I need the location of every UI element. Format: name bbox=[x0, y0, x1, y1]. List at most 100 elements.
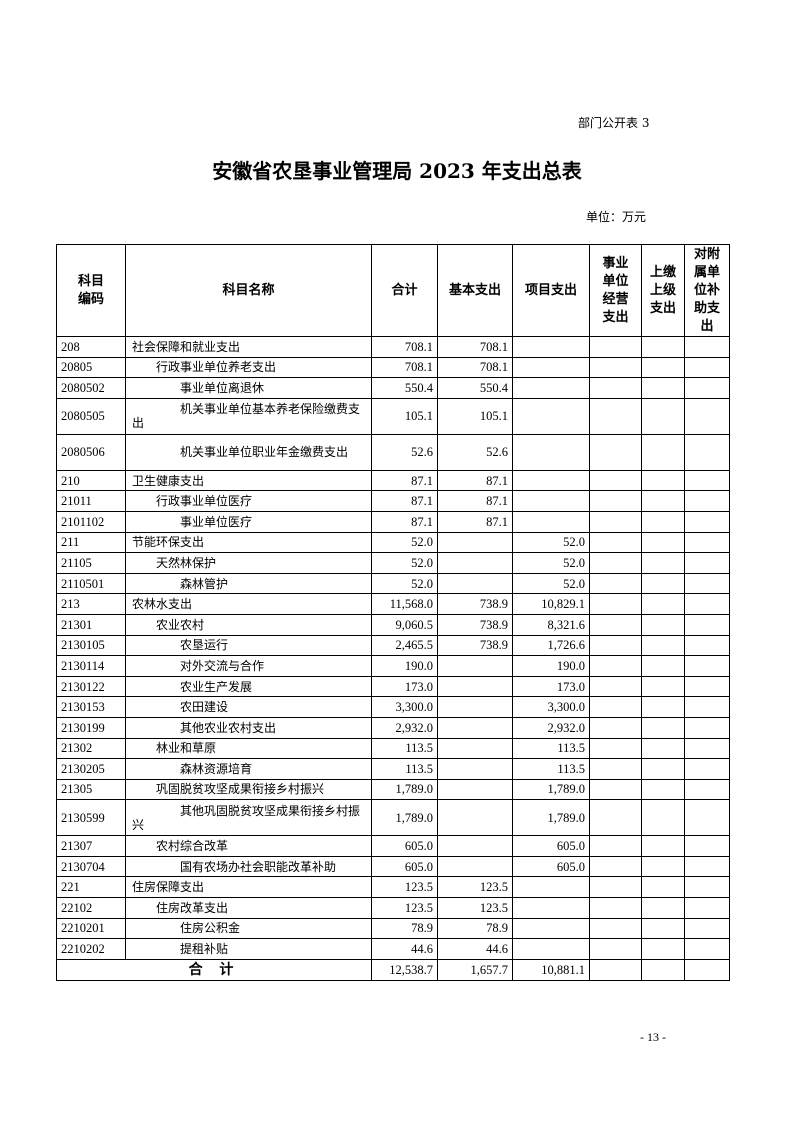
row-project: 8,321.6 bbox=[512, 613, 590, 636]
row-basic: 123.5 bbox=[437, 897, 513, 919]
row-project: 1,789.0 bbox=[512, 778, 590, 801]
row-total: 52.0 bbox=[371, 572, 438, 595]
row-name: 社会保障和就业支出 bbox=[125, 336, 372, 358]
table-row: 213 农林水支出 11,568.0 738.9 10,829.1 bbox=[56, 593, 730, 615]
empty-cell bbox=[684, 737, 730, 760]
empty-cell bbox=[589, 356, 642, 379]
empty-cell bbox=[641, 675, 685, 698]
empty-cell bbox=[589, 758, 642, 780]
row-project: 1,789.0 bbox=[512, 799, 590, 837]
table-row: 2101102 事业单位医疗 87.1 87.1 bbox=[56, 510, 730, 533]
empty-cell bbox=[641, 613, 685, 636]
expenditure-table: 科目 编码 科目名称 合计 基本支出 项目支出 事业 单位 经营 支出 上缴 上… bbox=[56, 244, 730, 981]
empty-cell bbox=[589, 897, 642, 919]
table-row: 2080502 事业单位离退休 550.4 550.4 bbox=[56, 377, 730, 399]
empty-cell bbox=[684, 552, 730, 574]
row-total: 123.5 bbox=[371, 897, 438, 919]
empty-cell bbox=[641, 377, 685, 399]
row-basic: 738.9 bbox=[437, 593, 513, 615]
empty-cell bbox=[641, 737, 685, 760]
row-total: 52.6 bbox=[371, 433, 438, 471]
empty-cell bbox=[684, 510, 730, 533]
row-basic: 87.1 bbox=[437, 469, 513, 492]
empty-cell bbox=[641, 917, 685, 940]
empty-cell bbox=[589, 377, 642, 399]
empty-cell bbox=[641, 356, 685, 379]
empty-cell bbox=[589, 397, 642, 435]
empty-cell bbox=[641, 758, 685, 780]
row-code: 2080506 bbox=[56, 433, 126, 471]
row-project bbox=[512, 938, 590, 960]
row-project bbox=[512, 336, 590, 358]
table-row: 208 社会保障和就业支出 708.1 708.1 bbox=[56, 336, 730, 358]
empty-cell bbox=[684, 655, 730, 677]
empty-cell bbox=[589, 469, 642, 492]
empty-cell bbox=[684, 490, 730, 512]
row-basic bbox=[437, 531, 513, 554]
empty-cell bbox=[641, 696, 685, 718]
table-row: 210 卫生健康支出 87.1 87.1 bbox=[56, 469, 730, 492]
row-name: 事业单位医疗 bbox=[125, 510, 372, 533]
row-name: 住房改革支出 bbox=[125, 897, 372, 919]
empty-cell bbox=[589, 917, 642, 940]
empty-cell bbox=[641, 552, 685, 574]
row-total: 87.1 bbox=[371, 510, 438, 533]
table-row: 22102 住房改革支出 123.5 123.5 bbox=[56, 897, 730, 919]
row-total: 11,568.0 bbox=[371, 593, 438, 615]
table-row: 2130205 森林资源培育 113.5 113.5 bbox=[56, 758, 730, 780]
row-basic bbox=[437, 758, 513, 780]
table-row: 221 住房保障支出 123.5 123.5 bbox=[56, 876, 730, 899]
row-total: 2,465.5 bbox=[371, 634, 438, 657]
empty-cell bbox=[589, 696, 642, 718]
header-basic: 基本支出 bbox=[437, 244, 513, 337]
row-basic: 44.6 bbox=[437, 938, 513, 960]
row-name: 节能环保支出 bbox=[125, 531, 372, 554]
row-total: 87.1 bbox=[371, 469, 438, 492]
row-name: 提租补贴 bbox=[125, 938, 372, 960]
row-total: 105.1 bbox=[371, 397, 438, 435]
row-code: 21011 bbox=[56, 490, 126, 512]
row-code: 21307 bbox=[56, 835, 126, 857]
row-project: 10,829.1 bbox=[512, 593, 590, 615]
row-basic: 708.1 bbox=[437, 336, 513, 358]
row-code: 2130205 bbox=[56, 758, 126, 780]
empty-cell bbox=[589, 490, 642, 512]
row-code: 2080502 bbox=[56, 377, 126, 399]
empty-cell bbox=[589, 634, 642, 657]
table-row: 2110501 森林管护 52.0 52.0 bbox=[56, 572, 730, 595]
total-project: 10,881.1 bbox=[512, 958, 590, 981]
row-basic: 52.6 bbox=[437, 433, 513, 471]
empty-cell bbox=[684, 433, 730, 471]
empty-cell bbox=[684, 917, 730, 940]
empty-cell bbox=[684, 613, 730, 636]
row-code: 20805 bbox=[56, 356, 126, 379]
row-name: 森林资源培育 bbox=[125, 758, 372, 780]
row-code: 2130153 bbox=[56, 696, 126, 718]
row-total: 550.4 bbox=[371, 377, 438, 399]
empty-cell bbox=[589, 737, 642, 760]
empty-cell bbox=[684, 799, 730, 837]
row-name: 农村综合改革 bbox=[125, 835, 372, 857]
row-code: 221 bbox=[56, 876, 126, 899]
total-basic: 1,657.7 bbox=[437, 958, 513, 981]
empty-cell bbox=[641, 938, 685, 960]
row-name: 国有农场办社会职能改革补助 bbox=[125, 855, 372, 878]
total-row: 合 计 12,538.7 1,657.7 10,881.1 bbox=[56, 958, 730, 981]
row-code: 2130114 bbox=[56, 655, 126, 677]
row-name: 农田建设 bbox=[125, 696, 372, 718]
row-project bbox=[512, 897, 590, 919]
table-row: 2130199 其他农业农村支出 2,932.0 2,932.0 bbox=[56, 716, 730, 739]
empty-cell bbox=[684, 897, 730, 919]
row-project bbox=[512, 510, 590, 533]
row-name: 机关事业单位职业年金缴费支出 bbox=[125, 433, 372, 471]
row-project: 113.5 bbox=[512, 758, 590, 780]
row-project: 190.0 bbox=[512, 655, 590, 677]
row-basic bbox=[437, 655, 513, 677]
empty-cell bbox=[684, 356, 730, 379]
empty-cell bbox=[641, 634, 685, 657]
row-basic: 708.1 bbox=[437, 356, 513, 379]
table-row: 21302 林业和草原 113.5 113.5 bbox=[56, 737, 730, 760]
row-basic bbox=[437, 737, 513, 760]
empty-cell bbox=[684, 572, 730, 595]
empty-cell bbox=[589, 613, 642, 636]
